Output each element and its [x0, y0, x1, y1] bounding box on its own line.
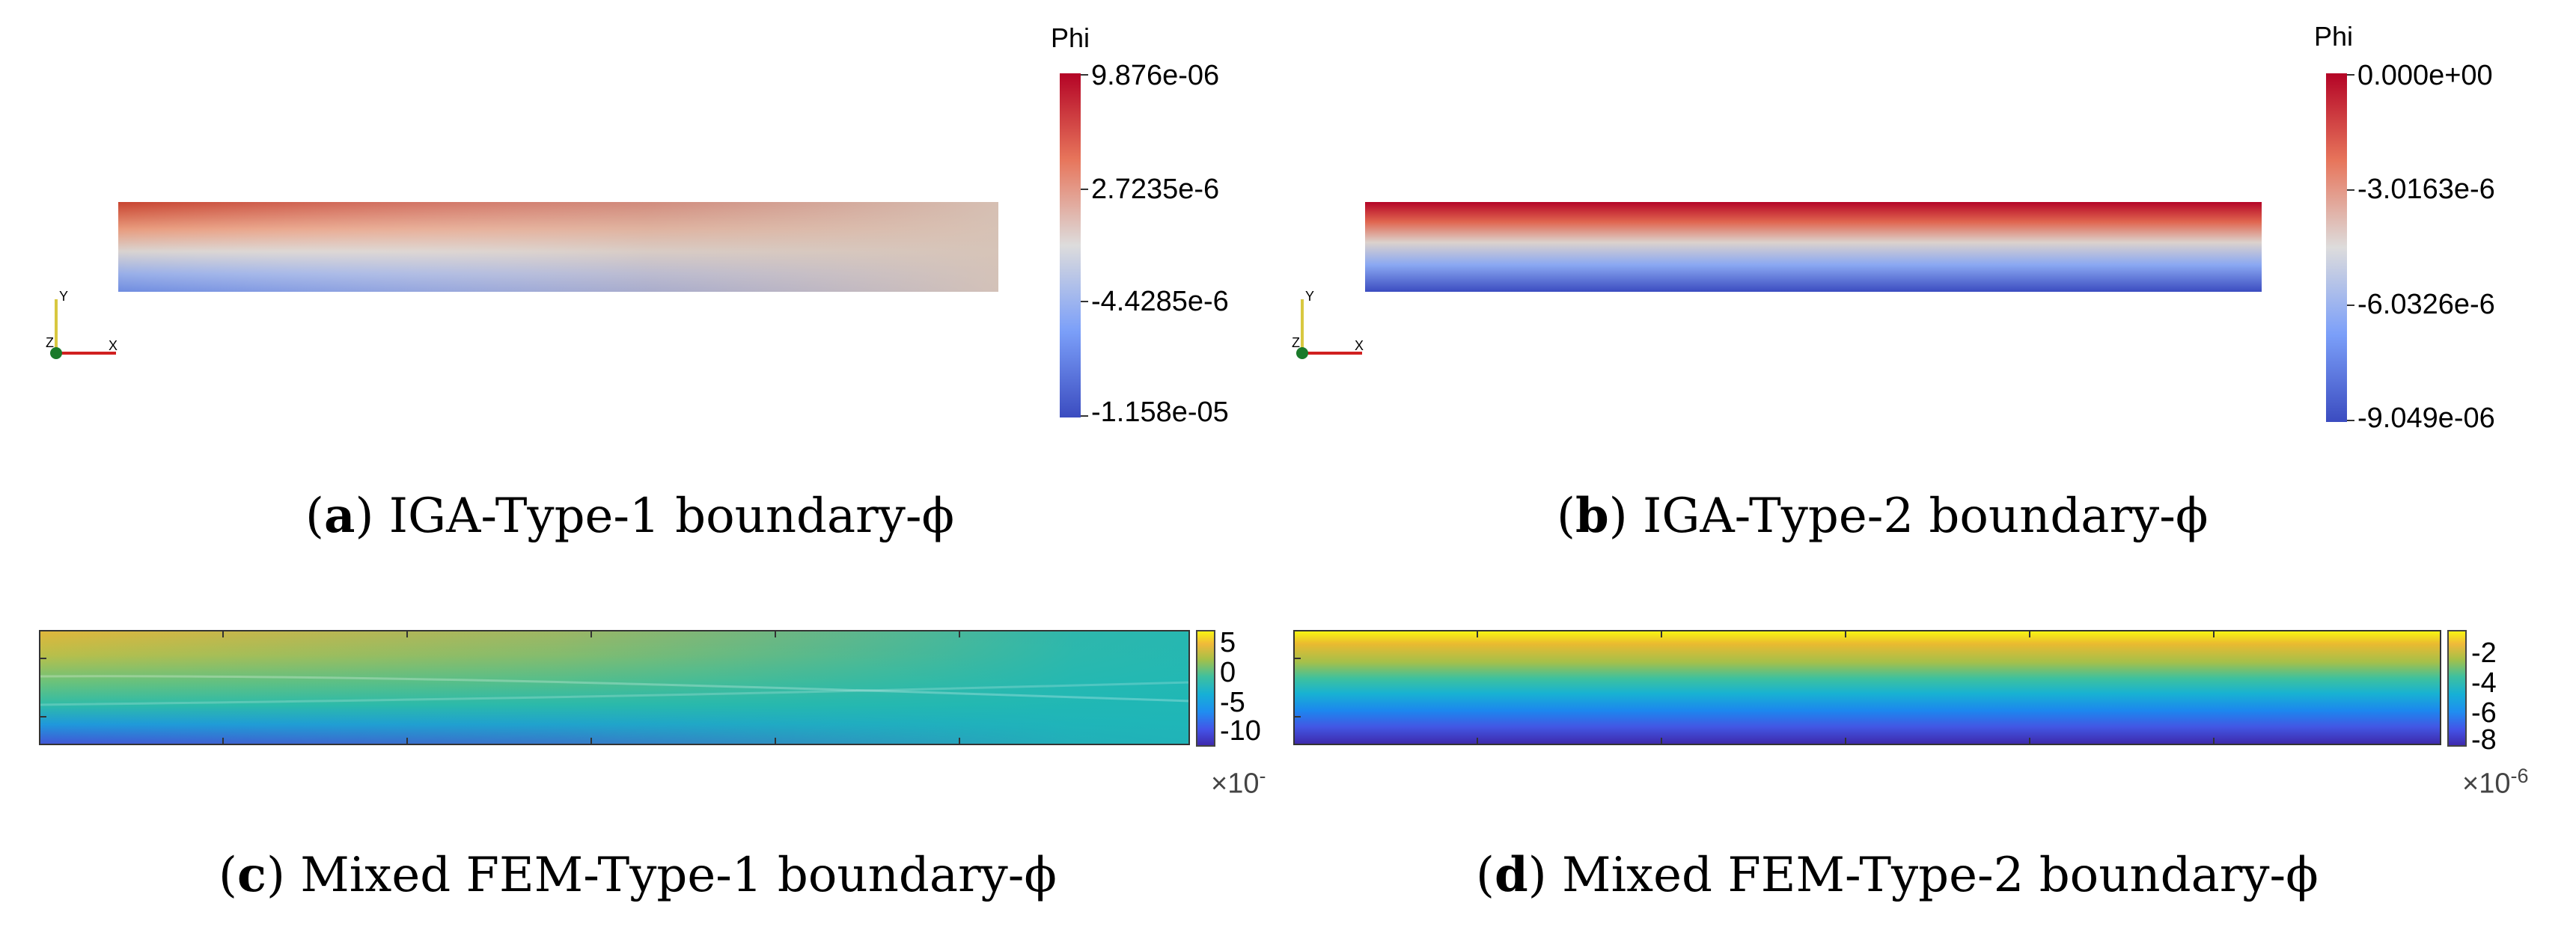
panel-b-caption: (b) IGA-Type-2 boundary-ϕ — [1557, 488, 2209, 544]
panel-b-colorbar-label-min: -9.049e-06 — [2357, 403, 2495, 434]
panel-d-frame — [1293, 630, 2441, 745]
axis-label-x: X — [1355, 338, 1364, 353]
panel-a-colorbar — [1060, 73, 1088, 417]
panel-a-colorbar-label-3: -4.4285e-6 — [1091, 286, 1229, 317]
axis-label-z: Z — [1292, 335, 1300, 350]
panel-d-plot — [1293, 630, 2441, 745]
panel-d-exponent-base: ×10 — [2462, 768, 2511, 800]
panel-d-caption-text: Mixed FEM-Type-2 boundary-ϕ — [1562, 848, 2319, 903]
panel-c-caption: (c) Mixed FEM-Type-1 boundary-ϕ — [219, 847, 1057, 903]
axis-label-z: Z — [46, 335, 54, 350]
axis-label-y: Y — [1305, 289, 1314, 304]
axis-label-x: X — [109, 338, 117, 353]
panel-b-caption-text: IGA-Type-2 boundary-ϕ — [1643, 489, 2209, 544]
panel-a-colorbar-label-2: 2.7235e-6 — [1091, 174, 1220, 205]
panel-b-colorbar-label-max: 0.000e+00 — [2357, 60, 2493, 91]
panel-a-colorbar-gradient — [1060, 73, 1081, 417]
panel-a-colorbar-label-min: -1.158e-05 — [1091, 397, 1229, 428]
panel-c-colorbar-frame — [1196, 630, 1215, 747]
panel-c-colorbar-tick-0: 0 — [1220, 657, 1236, 688]
panel-d-caption: (d) Mixed FEM-Type-2 boundary-ϕ — [1476, 847, 2319, 903]
panel-a-caption-text: IGA-Type-1 boundary-ϕ — [388, 489, 955, 544]
panel-a-colorbar-label-max: 9.876e-06 — [1091, 60, 1220, 91]
panel-c-field-overlay — [39, 630, 1190, 745]
z-axis-dot — [50, 347, 62, 359]
panel-d-caption-letter: d — [1494, 847, 1528, 903]
panel-d-exponent-power: -6 — [2510, 765, 2529, 787]
panel-c-caption-text: Mixed FEM-Type-1 boundary-ϕ — [300, 848, 1057, 903]
panel-b-beam-base — [1365, 202, 2262, 292]
panel-b-colorbar-title: Phi — [2314, 21, 2354, 52]
panel-c-colorbar-tick-5: 5 — [1220, 627, 1236, 658]
panel-a-axes-triad: Y Z X — [46, 289, 117, 359]
panel-b-colorbar-gradient — [2326, 73, 2347, 422]
panel-d-colorbar-tick-neg4: -4 — [2471, 667, 2497, 699]
panel-c-contour — [39, 675, 1190, 703]
panel-d-colorbar-tick-neg8: -8 — [2471, 724, 2497, 756]
axis-label-y: Y — [59, 289, 68, 304]
panel-b-beam — [1365, 202, 2262, 292]
panel-d-field — [1293, 630, 2441, 745]
panel-d-exponent: ×10-6 — [2462, 765, 2528, 801]
panel-a-beam-overlay — [118, 202, 998, 292]
panel-c-colorbar-tick-neg5: -5 — [1220, 687, 1245, 718]
panel-d-colorbar-tick-neg2: -2 — [2471, 637, 2497, 669]
panel-c-colorbar-gradient — [1196, 630, 1215, 747]
panel-b-colorbar — [2326, 73, 2354, 422]
panel-c-contour — [39, 681, 1190, 706]
panel-b-axes-triad: Y Z X — [1292, 289, 1364, 359]
panel-c-colorbar-tick-neg10: -10 — [1220, 715, 1261, 747]
panel-c-exponent: ×10- — [1211, 765, 1266, 801]
panel-c-caption-letter: c — [236, 847, 266, 903]
panel-b-colorbar-label-2: -3.0163e-6 — [2357, 174, 2495, 205]
panel-c-exponent-base: ×10 — [1211, 768, 1260, 800]
panel-d-colorbar — [2447, 630, 2467, 747]
panel-c-colorbar — [1196, 630, 1215, 747]
panel-b-caption-letter: b — [1575, 488, 1609, 544]
panel-a-colorbar-title: Phi — [1051, 22, 1090, 53]
z-axis-dot — [1296, 347, 1308, 359]
panel-a-caption-letter: a — [323, 488, 355, 544]
panel-d-colorbar-gradient — [2447, 630, 2467, 747]
panel-a-caption: (a) IGA-Type-1 boundary-ϕ — [305, 488, 955, 544]
panel-c-frame — [39, 630, 1190, 745]
panel-d-colorbar-tick-neg6: -6 — [2471, 697, 2497, 729]
panel-c-plot — [39, 630, 1190, 745]
panel-a-beam — [118, 202, 998, 292]
panel-d-colorbar-frame — [2447, 630, 2467, 747]
panel-b-colorbar-label-3: -6.0326e-6 — [2357, 289, 2495, 320]
panel-c-exponent-power: - — [1259, 765, 1266, 787]
